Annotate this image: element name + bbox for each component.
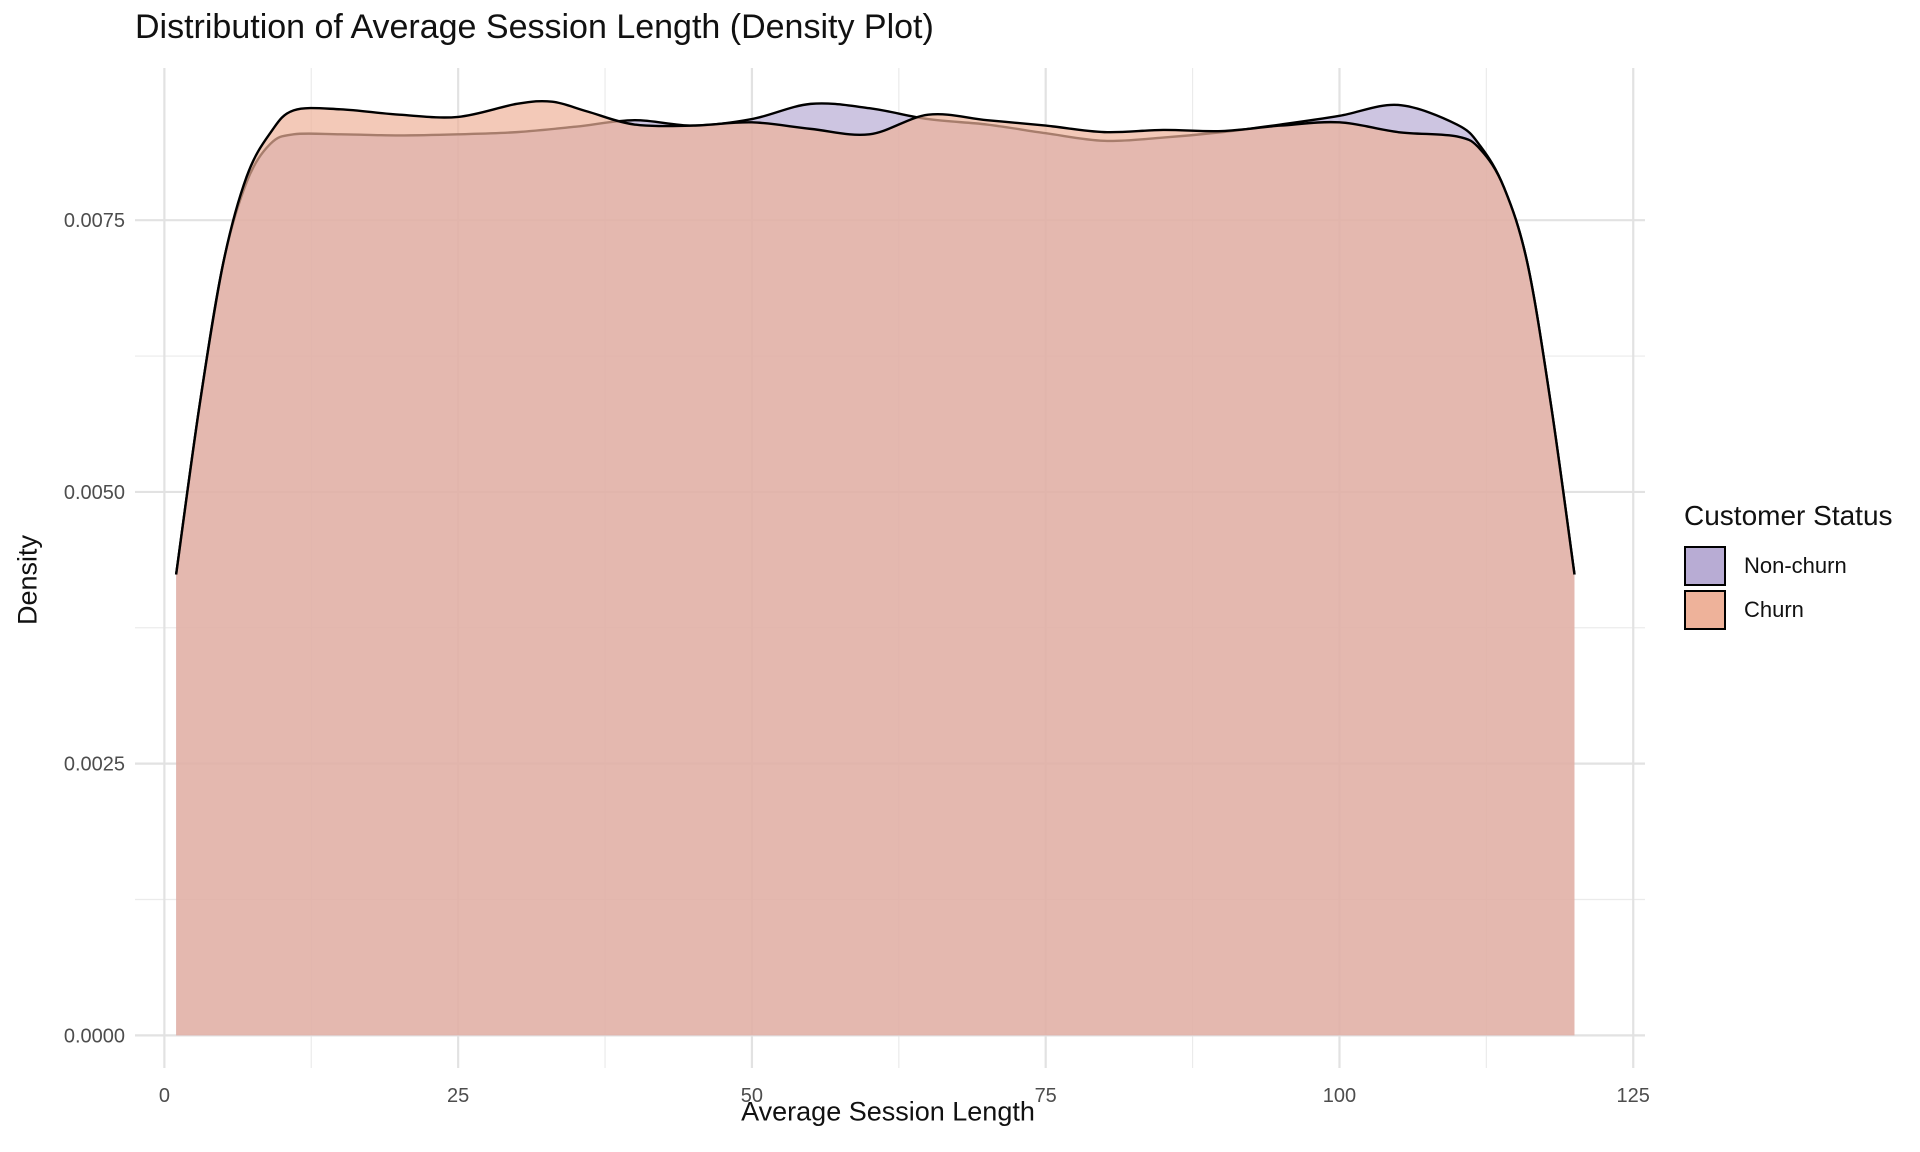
x-tick-label: 125 bbox=[1617, 1085, 1650, 1107]
legend-item-churn: Churn bbox=[1684, 588, 1893, 632]
legend-item-non-churn: Non-churn bbox=[1684, 544, 1893, 588]
density-area-churn bbox=[176, 101, 1575, 1036]
x-tick-label: 0 bbox=[159, 1085, 170, 1107]
density-line-churn bbox=[174, 99, 1576, 575]
x-tick-label: 25 bbox=[447, 1085, 469, 1107]
y-tick-label: 0.0000 bbox=[64, 1025, 125, 1047]
legend: Customer Status Non-churn Churn bbox=[1684, 500, 1893, 632]
legend-label-non-churn: Non-churn bbox=[1744, 553, 1847, 578]
legend-label-churn: Churn bbox=[1744, 597, 1804, 622]
y-axis-label: Density bbox=[12, 534, 43, 626]
y-tick-label: 0.0075 bbox=[64, 210, 125, 232]
y-tick-label: 0.0025 bbox=[64, 754, 125, 776]
legend-swatch-non-churn bbox=[1684, 546, 1726, 586]
y-tick-label: 0.0050 bbox=[64, 482, 125, 504]
legend-swatch-churn bbox=[1684, 590, 1726, 630]
chart-title: Distribution of Average Session Length (… bbox=[135, 8, 934, 46]
x-tick-label: 75 bbox=[1035, 1085, 1057, 1107]
density-areas bbox=[174, 99, 1576, 1036]
x-axis-label: Average Session Length bbox=[741, 1096, 1035, 1127]
tick-labels: 0 25 50 75 100 125 0.0000 0.0025 0.0050 0.0075 bbox=[64, 210, 1650, 1107]
x-tick-label: 100 bbox=[1323, 1085, 1356, 1107]
legend-title: Customer Status bbox=[1684, 500, 1893, 531]
x-tick-label: 50 bbox=[741, 1085, 763, 1107]
